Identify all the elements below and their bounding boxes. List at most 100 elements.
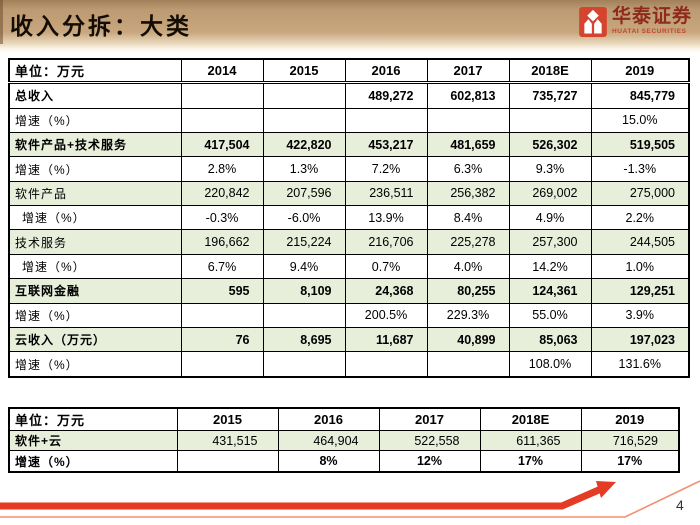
cell-value: 257,300 bbox=[508, 229, 592, 255]
cell-value: 108.0% bbox=[508, 351, 592, 378]
table2-col-header: 2019 bbox=[580, 407, 680, 431]
row-label: 增速（%） bbox=[8, 450, 178, 473]
cell-value: 8% bbox=[277, 450, 380, 473]
cell-value bbox=[176, 450, 279, 473]
cell-value: 76 bbox=[180, 326, 264, 353]
cell-value: 229.3% bbox=[426, 302, 510, 328]
table1-col-header: 2016 bbox=[344, 58, 428, 84]
cell-value: 417,504 bbox=[180, 131, 264, 158]
table2-header-row: 单位：万元 2015 2016 2017 2018E 2019 bbox=[8, 407, 680, 431]
cell-value: 1.0% bbox=[590, 253, 690, 280]
cell-value: 275,000 bbox=[590, 180, 690, 207]
cell-value: 522,558 bbox=[378, 429, 481, 452]
cell-value: 17% bbox=[580, 450, 680, 473]
row-label: 软件产品+技术服务 bbox=[8, 131, 182, 158]
table1-col-header: 2019 bbox=[590, 58, 690, 84]
table-row: 软件产品+技术服务 417,504 422,820 453,217 481,659 526… bbox=[8, 131, 690, 158]
cell-value: 0.7% bbox=[344, 253, 428, 280]
table1-col-header: 2015 bbox=[262, 58, 346, 84]
cell-value: 602,813 bbox=[426, 82, 510, 109]
row-label: 增速（%） bbox=[8, 253, 182, 280]
cell-value: 8,109 bbox=[262, 278, 346, 304]
cell-value: 6.3% bbox=[426, 156, 510, 182]
table-row: 增速（%） -0.3% -6.0% 13.9% 8.4% 4.9% 2.2% bbox=[8, 205, 690, 231]
brand-name-en: HUATAI SECURITIES bbox=[611, 28, 687, 35]
cell-value: 15.0% bbox=[590, 107, 690, 133]
row-label: 增速（%） bbox=[8, 107, 182, 133]
table1-unit-header: 单位：万元 bbox=[8, 58, 182, 84]
cell-value bbox=[344, 107, 428, 133]
cell-value: 14.2% bbox=[508, 253, 592, 280]
table2-col-header: 2018E bbox=[479, 407, 582, 431]
cell-value: 11,687 bbox=[344, 326, 428, 353]
row-label: 云收入（万元） bbox=[8, 326, 182, 353]
cell-value: 131.6% bbox=[590, 351, 690, 378]
cell-value: 489,272 bbox=[344, 82, 428, 109]
cell-value: 269,002 bbox=[508, 180, 592, 207]
table2-col-header: 2017 bbox=[378, 407, 481, 431]
cell-value: 80,255 bbox=[426, 278, 510, 304]
table-row: 云收入（万元） 76 8,695 11,687 40,899 85,063 197,023 bbox=[8, 326, 690, 353]
table-row: 增速（%） 6.7% 9.4% 0.7% 4.0% 14.2% 1.0% bbox=[8, 253, 690, 280]
row-label: 互联网金融 bbox=[8, 278, 182, 304]
page-number: 4 bbox=[676, 497, 684, 513]
cell-value bbox=[180, 302, 264, 328]
table1-header-row: 单位：万元 2014 2015 2016 2017 2018E 2019 bbox=[8, 58, 690, 84]
cell-value bbox=[262, 302, 346, 328]
slide-header: 收入分拆：大类 华泰证券 HUATAI SECURITIES bbox=[0, 0, 700, 52]
cell-value: 85,063 bbox=[508, 326, 592, 353]
cell-value: 595 bbox=[180, 278, 264, 304]
cell-value: 256,382 bbox=[426, 180, 510, 207]
row-label: 技术服务 bbox=[8, 229, 182, 255]
brand-name-cn: 华泰证券 bbox=[611, 6, 692, 27]
cell-value: 40,899 bbox=[426, 326, 510, 353]
table1-col-header: 2014 bbox=[180, 58, 264, 84]
cell-value: -6.0% bbox=[262, 205, 346, 231]
cell-value: 2.8% bbox=[180, 156, 264, 182]
table2-col-header: 2015 bbox=[176, 407, 279, 431]
brand-logo: 华泰证券 HUATAI SECURITIES bbox=[579, 7, 692, 37]
cell-value: 13.9% bbox=[344, 205, 428, 231]
table-row: 软件产品 220,842 207,596 236,511 256,382 269,002 2… bbox=[8, 180, 690, 207]
row-label: 增速（%） bbox=[8, 351, 182, 378]
cell-value: 9.4% bbox=[262, 253, 346, 280]
cell-value: 464,904 bbox=[277, 429, 380, 452]
cell-value: 845,779 bbox=[590, 82, 690, 109]
revenue-breakdown-table: 单位：万元 2014 2015 2016 2017 2018E 2019 总收入… bbox=[8, 58, 690, 378]
cell-value: 24,368 bbox=[344, 278, 428, 304]
cell-value: 200.5% bbox=[344, 302, 428, 328]
cell-value: 481,659 bbox=[426, 131, 510, 158]
cell-value: 4.0% bbox=[426, 253, 510, 280]
table1-col-header: 2017 bbox=[426, 58, 510, 84]
table2-body: 软件+云 431,515 464,904 522,558 611,365 716,529 增… bbox=[8, 429, 680, 473]
table1-col-header: 2018E bbox=[508, 58, 592, 84]
cell-value bbox=[426, 107, 510, 133]
table2-unit-header: 单位：万元 bbox=[8, 407, 178, 431]
cell-value bbox=[262, 107, 346, 133]
cell-value: -0.3% bbox=[180, 205, 264, 231]
cell-value: 8.4% bbox=[426, 205, 510, 231]
cell-value: 4.9% bbox=[508, 205, 592, 231]
cell-value: 453,217 bbox=[344, 131, 428, 158]
cell-value: 8,695 bbox=[262, 326, 346, 353]
huatai-logo-icon bbox=[579, 7, 607, 37]
cell-value bbox=[180, 107, 264, 133]
table-row: 软件+云 431,515 464,904 522,558 611,365 716,529 bbox=[8, 429, 680, 452]
cell-value: 519,505 bbox=[590, 131, 690, 158]
cell-value: 216,706 bbox=[344, 229, 428, 255]
cell-value: 225,278 bbox=[426, 229, 510, 255]
cell-value: 9.3% bbox=[508, 156, 592, 182]
cell-value: 2.2% bbox=[590, 205, 690, 231]
table-row: 技术服务 196,662 215,224 216,706 225,278 257,300 2… bbox=[8, 229, 690, 255]
table2-col-header: 2016 bbox=[277, 407, 380, 431]
cell-value: 236,511 bbox=[344, 180, 428, 207]
cell-value: 716,529 bbox=[580, 429, 680, 452]
table-row: 增速（%） 8% 12% 17% 17% bbox=[8, 450, 680, 473]
row-label: 软件产品 bbox=[8, 180, 182, 207]
cell-value bbox=[262, 82, 346, 109]
cell-value bbox=[180, 82, 264, 109]
cell-value: 7.2% bbox=[344, 156, 428, 182]
cell-value: 55.0% bbox=[508, 302, 592, 328]
cell-value: 197,023 bbox=[590, 326, 690, 353]
cell-value bbox=[344, 351, 428, 378]
